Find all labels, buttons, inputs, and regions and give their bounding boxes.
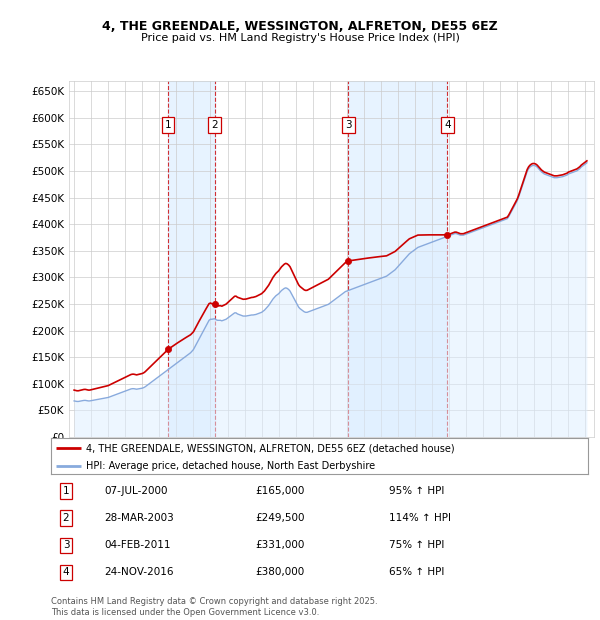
Text: 4, THE GREENDALE, WESSINGTON, ALFRETON, DE55 6EZ (detached house): 4, THE GREENDALE, WESSINGTON, ALFRETON, … — [86, 443, 455, 453]
Text: 4, THE GREENDALE, WESSINGTON, ALFRETON, DE55 6EZ: 4, THE GREENDALE, WESSINGTON, ALFRETON, … — [102, 20, 498, 33]
Text: 04-FEB-2011: 04-FEB-2011 — [105, 540, 171, 550]
Text: 4: 4 — [63, 567, 70, 577]
Text: HPI: Average price, detached house, North East Derbyshire: HPI: Average price, detached house, Nort… — [86, 461, 375, 471]
Text: 24-NOV-2016: 24-NOV-2016 — [105, 567, 174, 577]
Text: 114% ↑ HPI: 114% ↑ HPI — [389, 513, 451, 523]
Text: 2: 2 — [211, 120, 218, 130]
Text: 75% ↑ HPI: 75% ↑ HPI — [389, 540, 445, 550]
Text: £165,000: £165,000 — [255, 486, 304, 496]
Text: Contains HM Land Registry data © Crown copyright and database right 2025.
This d: Contains HM Land Registry data © Crown c… — [51, 598, 377, 617]
Bar — [168, 81, 215, 437]
Text: £380,000: £380,000 — [255, 567, 304, 577]
Text: 07-JUL-2000: 07-JUL-2000 — [105, 486, 168, 496]
Text: 28-MAR-2003: 28-MAR-2003 — [105, 513, 175, 523]
Text: 2: 2 — [63, 513, 70, 523]
Bar — [349, 81, 448, 437]
Text: 95% ↑ HPI: 95% ↑ HPI — [389, 486, 445, 496]
Text: 3: 3 — [345, 120, 352, 130]
Text: Price paid vs. HM Land Registry's House Price Index (HPI): Price paid vs. HM Land Registry's House … — [140, 33, 460, 43]
Text: 65% ↑ HPI: 65% ↑ HPI — [389, 567, 445, 577]
Text: 3: 3 — [63, 540, 70, 550]
Text: £331,000: £331,000 — [255, 540, 304, 550]
Text: 1: 1 — [63, 486, 70, 496]
Text: 4: 4 — [444, 120, 451, 130]
Text: 1: 1 — [165, 120, 172, 130]
Text: £249,500: £249,500 — [255, 513, 305, 523]
